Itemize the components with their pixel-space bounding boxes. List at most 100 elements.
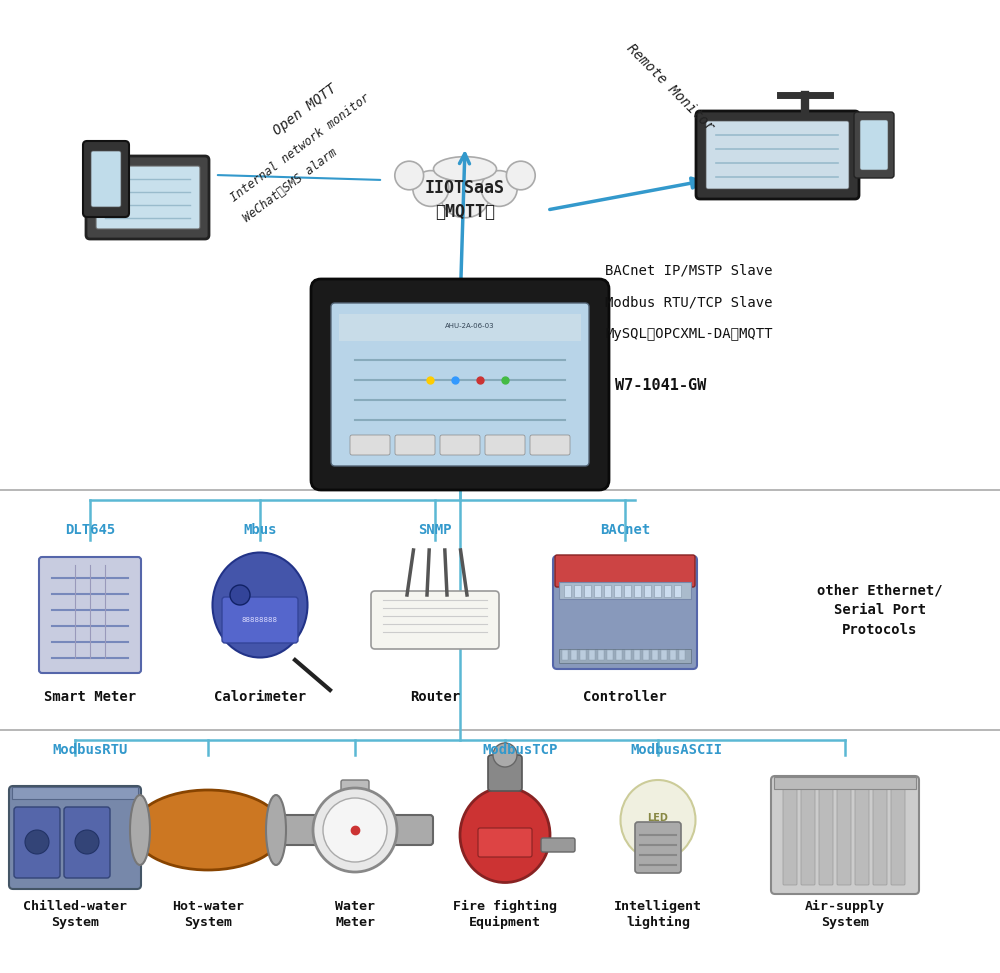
- Ellipse shape: [212, 553, 308, 658]
- FancyBboxPatch shape: [643, 650, 649, 661]
- Text: BACnet IP/MSTP Slave: BACnet IP/MSTP Slave: [605, 263, 772, 277]
- FancyBboxPatch shape: [83, 141, 129, 217]
- FancyBboxPatch shape: [771, 776, 919, 894]
- Text: Intelligent
lighting: Intelligent lighting: [614, 900, 702, 929]
- Ellipse shape: [440, 172, 490, 218]
- FancyBboxPatch shape: [311, 279, 609, 490]
- FancyBboxPatch shape: [607, 650, 613, 661]
- Ellipse shape: [460, 787, 550, 883]
- FancyBboxPatch shape: [635, 822, 681, 873]
- FancyBboxPatch shape: [873, 785, 887, 885]
- Ellipse shape: [395, 162, 424, 190]
- FancyBboxPatch shape: [634, 585, 640, 596]
- Text: ModbusTCP: ModbusTCP: [482, 743, 558, 757]
- Text: Modbus RTU/TCP Slave: Modbus RTU/TCP Slave: [605, 295, 772, 309]
- FancyBboxPatch shape: [488, 755, 522, 791]
- FancyBboxPatch shape: [616, 650, 622, 661]
- FancyBboxPatch shape: [371, 591, 499, 649]
- FancyBboxPatch shape: [562, 650, 568, 661]
- FancyBboxPatch shape: [14, 807, 60, 878]
- FancyBboxPatch shape: [39, 557, 141, 673]
- FancyBboxPatch shape: [277, 815, 433, 845]
- FancyBboxPatch shape: [9, 786, 141, 889]
- FancyBboxPatch shape: [555, 555, 695, 587]
- FancyBboxPatch shape: [478, 828, 532, 857]
- Text: Mbus: Mbus: [243, 523, 277, 537]
- FancyBboxPatch shape: [594, 585, 600, 596]
- FancyBboxPatch shape: [64, 807, 110, 878]
- Circle shape: [323, 798, 387, 862]
- Ellipse shape: [413, 170, 449, 206]
- Text: Internal network monitor: Internal network monitor: [228, 91, 372, 204]
- Text: Fire fighting
Equipment: Fire fighting Equipment: [453, 900, 557, 929]
- FancyBboxPatch shape: [855, 785, 869, 885]
- Circle shape: [493, 743, 517, 767]
- FancyBboxPatch shape: [679, 650, 685, 661]
- FancyBboxPatch shape: [86, 156, 209, 239]
- Ellipse shape: [133, 790, 283, 870]
- Text: 88888888: 88888888: [242, 617, 278, 623]
- Circle shape: [230, 585, 250, 605]
- Text: Hot-water
System: Hot-water System: [172, 900, 244, 929]
- FancyBboxPatch shape: [12, 787, 138, 799]
- FancyBboxPatch shape: [706, 121, 849, 189]
- FancyBboxPatch shape: [860, 120, 888, 170]
- Text: AHU-2A-06-03: AHU-2A-06-03: [445, 323, 495, 329]
- Circle shape: [313, 788, 397, 872]
- Text: W7-1041-GW: W7-1041-GW: [615, 378, 706, 392]
- FancyBboxPatch shape: [652, 650, 658, 661]
- FancyBboxPatch shape: [580, 650, 586, 661]
- Text: Open MQTT: Open MQTT: [271, 82, 339, 138]
- Text: Controller: Controller: [583, 690, 667, 704]
- Ellipse shape: [434, 157, 496, 181]
- FancyBboxPatch shape: [891, 785, 905, 885]
- FancyBboxPatch shape: [541, 838, 575, 852]
- Text: Smart Meter: Smart Meter: [44, 690, 136, 704]
- FancyBboxPatch shape: [222, 597, 298, 643]
- FancyBboxPatch shape: [837, 785, 851, 885]
- FancyBboxPatch shape: [854, 112, 894, 178]
- Ellipse shape: [481, 170, 517, 206]
- Text: Air-supply
System: Air-supply System: [805, 900, 885, 929]
- Text: DLT645: DLT645: [65, 523, 115, 537]
- FancyBboxPatch shape: [395, 435, 435, 455]
- Ellipse shape: [130, 795, 150, 865]
- Text: Chilled-water
System: Chilled-water System: [23, 900, 127, 929]
- FancyBboxPatch shape: [801, 785, 815, 885]
- FancyBboxPatch shape: [530, 435, 570, 455]
- FancyBboxPatch shape: [624, 585, 631, 596]
- FancyBboxPatch shape: [598, 650, 604, 661]
- Text: WeChat、SMS alarm: WeChat、SMS alarm: [241, 146, 339, 225]
- FancyBboxPatch shape: [614, 585, 620, 596]
- FancyBboxPatch shape: [440, 435, 480, 455]
- Ellipse shape: [620, 780, 696, 860]
- Text: ModbusRTU: ModbusRTU: [52, 743, 128, 757]
- Text: SNMP: SNMP: [418, 523, 452, 537]
- Text: ModbusASCII: ModbusASCII: [630, 743, 722, 757]
- FancyBboxPatch shape: [350, 435, 390, 455]
- FancyBboxPatch shape: [696, 111, 859, 199]
- FancyBboxPatch shape: [670, 650, 676, 661]
- Text: Water
Meter: Water Meter: [335, 900, 375, 929]
- FancyBboxPatch shape: [485, 435, 525, 455]
- FancyBboxPatch shape: [331, 303, 589, 466]
- FancyBboxPatch shape: [571, 650, 577, 661]
- FancyBboxPatch shape: [774, 777, 916, 789]
- FancyBboxPatch shape: [584, 585, 590, 596]
- FancyBboxPatch shape: [644, 585, 650, 596]
- Circle shape: [25, 830, 49, 854]
- FancyBboxPatch shape: [661, 650, 667, 661]
- FancyBboxPatch shape: [604, 585, 610, 596]
- FancyBboxPatch shape: [96, 166, 200, 229]
- FancyBboxPatch shape: [559, 582, 691, 599]
- FancyBboxPatch shape: [634, 650, 640, 661]
- FancyBboxPatch shape: [341, 780, 369, 804]
- FancyBboxPatch shape: [564, 585, 570, 596]
- FancyBboxPatch shape: [574, 585, 580, 596]
- Text: Calorimeter: Calorimeter: [214, 690, 306, 704]
- Circle shape: [75, 830, 99, 854]
- Text: other Ethernet/
Serial Port
Protocols: other Ethernet/ Serial Port Protocols: [817, 584, 943, 636]
- Text: MySQL、OPCXML-DA、MQTT: MySQL、OPCXML-DA、MQTT: [605, 327, 772, 341]
- Text: LED: LED: [648, 813, 668, 823]
- Text: Router: Router: [410, 690, 460, 704]
